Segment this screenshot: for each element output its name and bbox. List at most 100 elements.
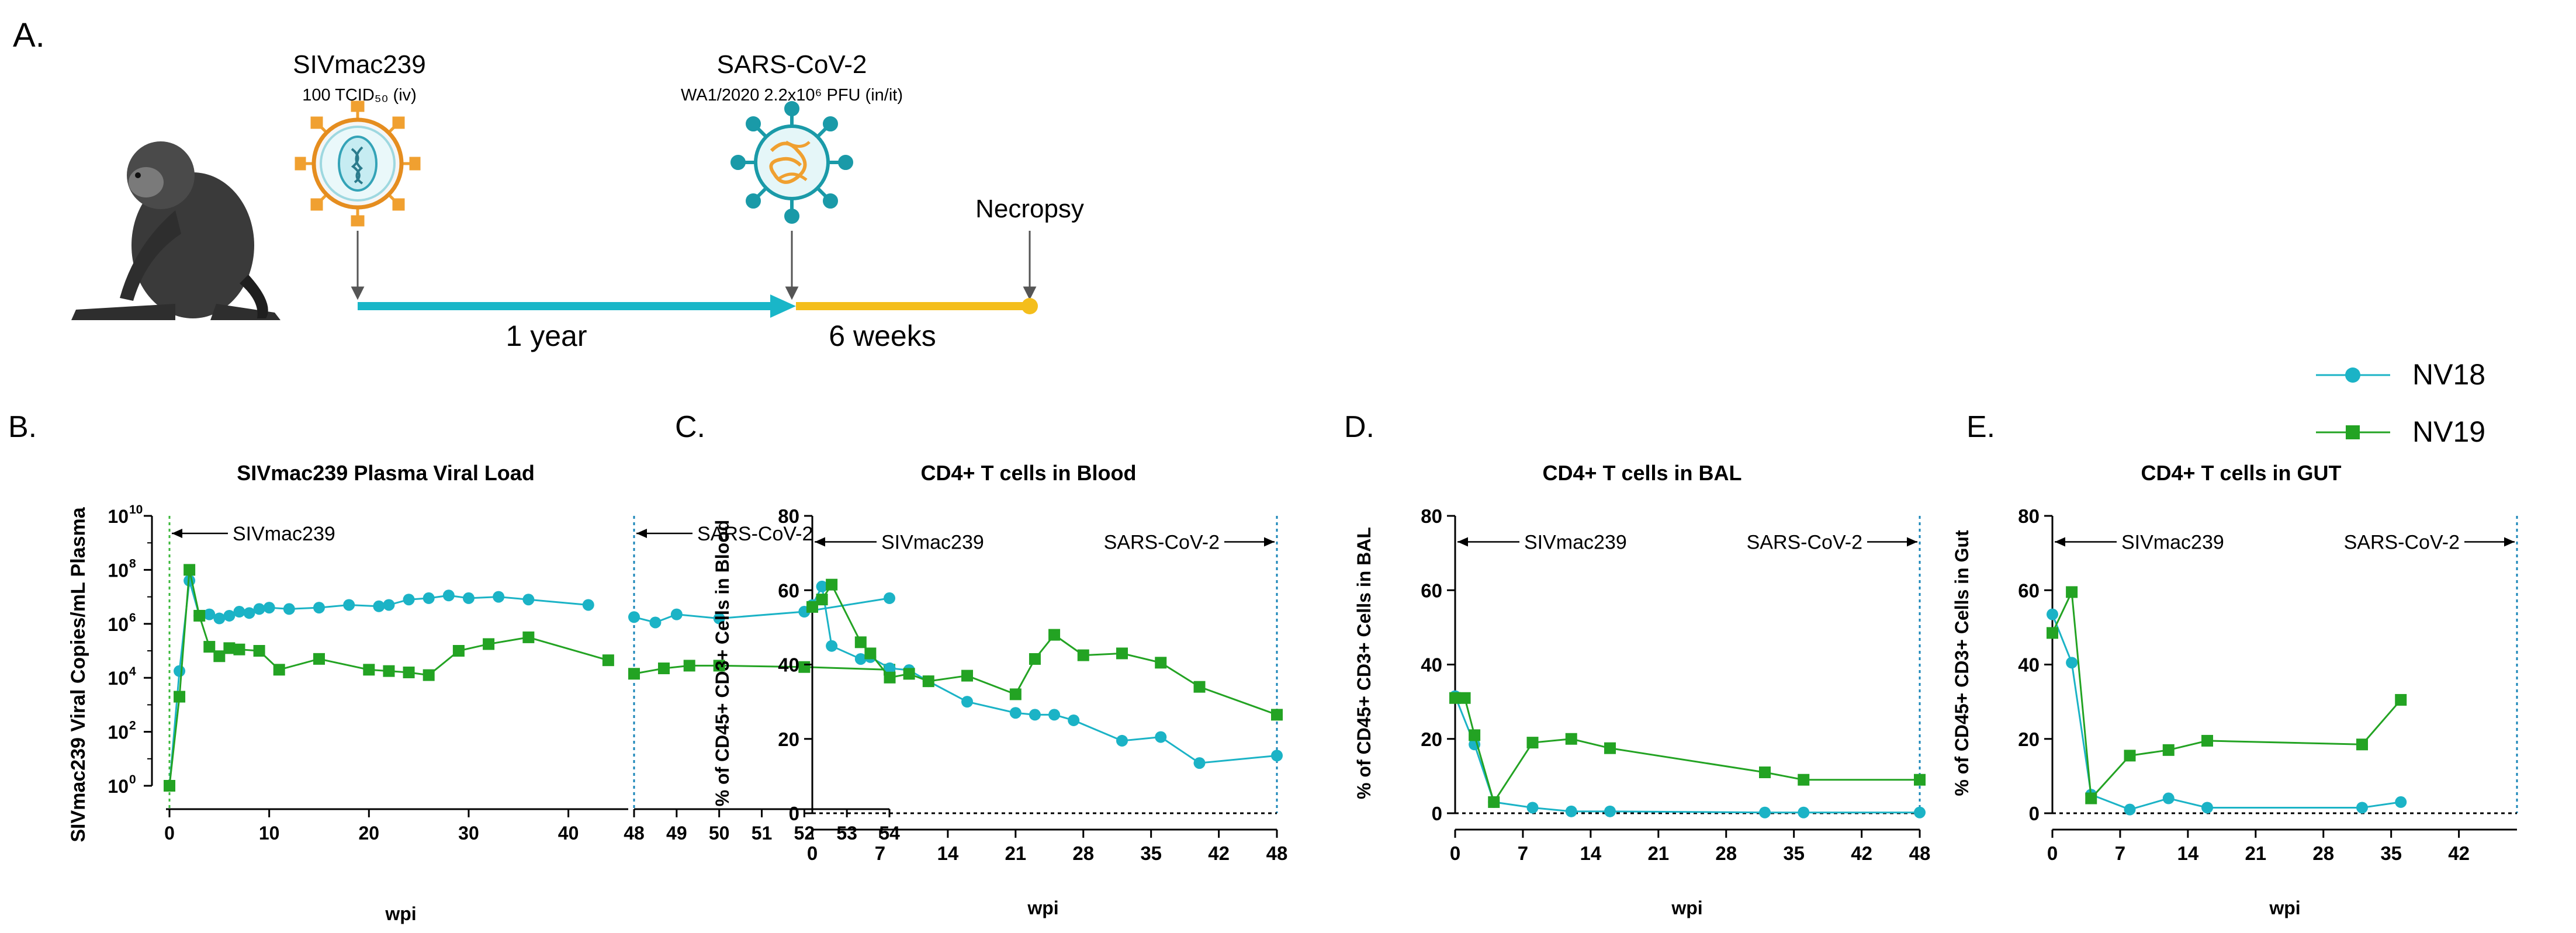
siv-label: SIVmac239: [293, 50, 425, 79]
legend: NV18 NV19: [2316, 358, 2485, 448]
panel-e-label: E.: [1966, 410, 1995, 444]
panel-c-plot: 0 20 40 60 80 0 7 14 21 28 35 42 48 SIVmac239 SARS-CoV…: [778, 505, 1287, 864]
series-nv19-point: [2066, 586, 2078, 598]
series-nv18-point: [884, 662, 896, 674]
series-nv18-point: [243, 607, 255, 619]
panel-b-title: SIVmac239 Plasma Viral Load: [237, 461, 535, 485]
panel-e-x-axis-label: wpi: [2269, 897, 2300, 918]
series-nv19-point: [2047, 627, 2058, 639]
series-nv18-point: [2201, 802, 2213, 814]
y-tick-label: 20: [778, 729, 799, 750]
y-tick-label: 40: [1421, 654, 1442, 676]
series-nv19-point: [193, 609, 206, 622]
sars-cov-2-marker-arrowhead: [1264, 537, 1275, 547]
series-nv18-point: [1798, 806, 1810, 818]
siv-marker-label: SIVmac239: [881, 532, 984, 554]
series-nv18-point: [628, 611, 640, 623]
y-tick-label: 10: [108, 506, 129, 527]
series-nv19-point: [203, 641, 216, 653]
series-nv19-point: [164, 780, 175, 792]
series-nv18-point: [343, 599, 355, 611]
series-nv18-point: [1029, 709, 1041, 721]
series-nv19-point: [1759, 766, 1771, 779]
series-nv19-point: [174, 691, 186, 703]
series-nv19-point: [806, 601, 818, 613]
y-tick-label: 60: [1421, 580, 1442, 601]
x-tick-label: 52: [794, 823, 815, 844]
panel-b-x-axis-label: wpi: [385, 903, 416, 924]
series-nv19-point: [522, 631, 535, 643]
series-nv19-point: [1914, 774, 1926, 786]
series-nv19-point: [683, 660, 695, 672]
macaque-icon: [71, 141, 281, 320]
series-nv19-point: [273, 664, 285, 676]
series-nv18-point: [1193, 757, 1206, 769]
series-nv18-line: [2051, 614, 2401, 811]
series-nv19-point: [383, 665, 395, 677]
series-nv18-point: [2047, 608, 2058, 620]
x-tick-label: 42: [1208, 842, 1230, 864]
series-nv19-point: [213, 650, 226, 663]
panel-a: A. SIVmac239 100 TCID₅₀ (iv): [13, 16, 1084, 352]
x-tick-label: 51: [752, 823, 773, 844]
series-nv19-line: [1455, 697, 1920, 804]
y-tick-label: 0: [1432, 803, 1442, 824]
x-tick-label: 54: [879, 823, 900, 844]
series-nv19-point: [1029, 653, 1041, 665]
series-nv18-point: [253, 603, 265, 615]
panel-a-label: A.: [13, 16, 45, 54]
x-tick-label: 14: [2177, 842, 2199, 864]
series-nv18-point: [223, 609, 236, 622]
y-tick-label: 10: [108, 560, 129, 581]
series-nv18-point: [961, 696, 973, 708]
series-nv18-point: [1271, 750, 1283, 762]
series-nv18-point: [884, 592, 895, 604]
y-tick-label: 80: [1421, 505, 1442, 527]
series-nv18-point: [1009, 707, 1022, 719]
y-tick-label: 20: [2018, 729, 2040, 750]
period-6-weeks-label: 6 weeks: [829, 320, 936, 352]
sars-cov-2-marker-label: SARS-CoV-2: [1747, 532, 1862, 554]
series-nv19-point: [1449, 692, 1461, 704]
timeline-arrowhead: [770, 294, 796, 318]
series-nv19-point: [922, 675, 934, 688]
x-tick-label: 21: [1647, 842, 1669, 864]
series-nv18-point: [313, 602, 325, 614]
sars-cov-2-marker-arrowhead: [1907, 537, 1917, 547]
series-nv19-point: [423, 669, 435, 681]
series-nv18-point: [2124, 803, 2136, 816]
series-nv18-point: [1604, 805, 1616, 817]
x-tick-label: 14: [1580, 842, 1602, 864]
series-nv18-line: [633, 597, 890, 624]
series-nv19-point: [2162, 744, 2175, 756]
series-nv18-point: [826, 640, 838, 652]
series-nv18-point: [403, 594, 415, 606]
y-tick-label: 80: [2018, 505, 2040, 527]
x-tick-label: 53: [836, 823, 857, 844]
timeline-end-dot: [1022, 298, 1038, 314]
y-tick-label: 10: [108, 722, 129, 743]
y-tick-label: 60: [778, 580, 799, 601]
x-tick-label: 7: [2115, 842, 2125, 864]
series-nv19-point: [183, 564, 196, 576]
series-nv18-point: [462, 592, 475, 604]
siv-marker-label: SIVmac239: [1524, 532, 1627, 554]
series-nv19-point: [961, 670, 973, 682]
series-nv19-point: [233, 643, 245, 655]
panel-d-y-axis-label: % of CD45+ CD3+ Cells in BAL: [1353, 527, 1374, 799]
y-tick-exponent: 4: [129, 665, 136, 678]
siv-marker-label: SIVmac239: [2121, 532, 2224, 554]
series-nv18-point: [213, 612, 226, 625]
series-nv19-point: [1604, 742, 1616, 754]
series-nv18-point: [442, 589, 455, 602]
series-nv19-point: [2124, 750, 2136, 762]
series-nv18-point: [713, 612, 725, 625]
series-nv18-point: [263, 602, 275, 614]
x-tick-label: 48: [624, 823, 645, 844]
series-nv19-point: [864, 647, 877, 660]
series-nv19-point: [713, 660, 725, 672]
series-nv19-point: [602, 654, 614, 667]
panel-b: B. SIVmac239 Plasma Viral Load SIVmac239…: [8, 410, 900, 924]
series-nv19-point: [798, 661, 811, 673]
